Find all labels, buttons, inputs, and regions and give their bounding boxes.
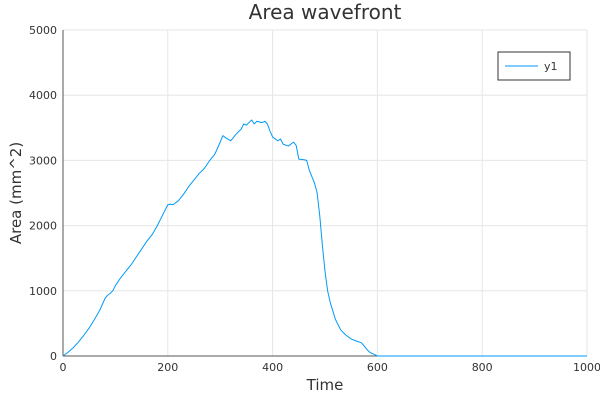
- y-tick-label: 3000: [29, 154, 57, 167]
- x-tick-label: 800: [472, 361, 493, 374]
- x-tick-label: 600: [367, 361, 388, 374]
- x-tick-label: 1000: [573, 361, 600, 374]
- series-line-y1: [62, 119, 587, 357]
- x-tick-label: 400: [262, 361, 283, 374]
- x-axis-ticks: 0 200 400 600 800 1000: [60, 361, 600, 374]
- x-tick-label: 200: [157, 361, 178, 374]
- legend-label: y1: [544, 60, 558, 73]
- y-axis-ticks: 0 1000 2000 3000 4000 5000: [29, 24, 57, 363]
- y-tick-label: 5000: [29, 24, 57, 37]
- legend: y1: [497, 51, 571, 81]
- y-tick-label: 2000: [29, 220, 57, 233]
- x-axis-label: Time: [306, 376, 344, 394]
- y-tick-label: 0: [50, 350, 57, 363]
- y-tick-label: 4000: [29, 89, 57, 102]
- y-axis-label: Area (mm^2): [7, 142, 25, 244]
- x-tick-label: 0: [60, 361, 67, 374]
- y-tick-label: 1000: [29, 285, 57, 298]
- chart-title: Area wavefront: [249, 0, 402, 24]
